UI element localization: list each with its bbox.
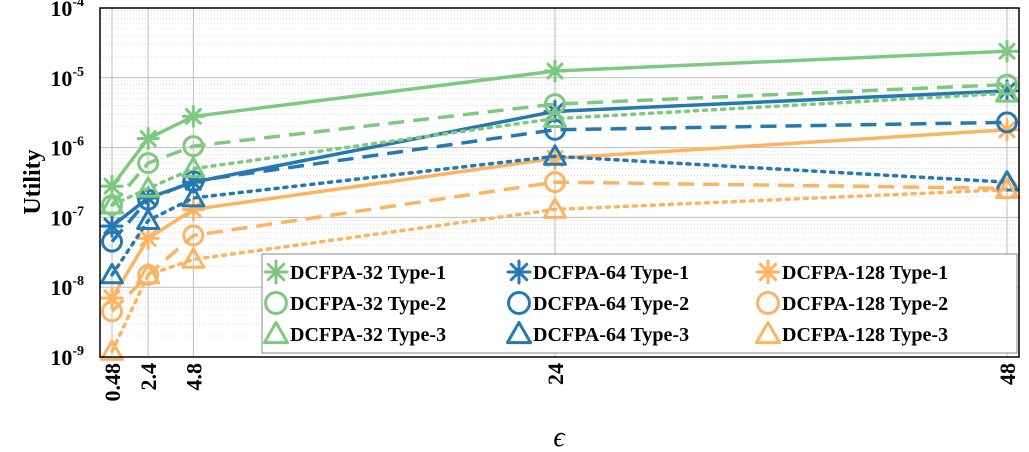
data-point [543,59,567,83]
data-point [137,152,160,175]
data-point [996,111,1018,134]
legend-entry: DCFPA-128 Type-1 [755,259,948,285]
legend-entry: DCFPA-64 Type-3 [505,320,689,346]
data-point [136,127,160,151]
data-point [136,226,160,250]
series-layer [100,39,1019,361]
data-point [181,156,206,178]
y-tick-label: 10-6 [50,135,84,161]
series-dcfpa-32-type-1 [100,39,1019,198]
legend-label: DCFPA-128 Type-1 [782,262,948,284]
legend-label: DCFPA-32 Type-1 [290,262,446,284]
data-point [182,224,205,247]
data-point [543,118,566,141]
legend-entry: DCFPA-32 Type-3 [262,320,446,346]
data-point [136,262,161,285]
data-point [136,176,161,198]
y-tick-label: 10-9 [50,344,84,370]
y-tick-label: 10-4 [50,0,84,21]
x-tick-labels: 0.48 2.4 4.8 24 48 [100,363,1020,402]
series-line [110,120,1008,243]
data-point [543,171,566,194]
legend-label: DCFPA-32 Type-2 [290,293,446,315]
x-axis-label: ϵ [553,422,566,452]
data-point [995,81,1019,103]
series-dcfpa-128-type-3 [100,177,1019,361]
series-dcfpa-32-type-3 [100,81,1019,215]
legend-label: DCFPA-64 Type-2 [533,293,689,315]
x-tick-label: 24 [543,363,568,385]
series-line [110,91,1009,207]
legend-label: DCFPA-128 Type-3 [782,324,948,346]
data-point [100,262,124,285]
data-point [182,135,205,158]
series-line [110,180,1008,313]
x-tick-label: 48 [995,363,1020,385]
x-tick-label: 2.4 [136,363,161,391]
series-dcfpa-64-type-3 [100,144,1019,285]
data-point [136,208,161,230]
data-point [542,106,567,129]
y-tick-label: 10-5 [50,65,84,91]
data-point [181,247,206,269]
data-point [101,300,123,323]
series-line [110,187,1009,354]
x-tick-label: 4.8 [181,363,206,391]
data-point [101,230,123,253]
data-point [100,193,124,215]
legend-entry: DCFPA-64 Type-2 [507,291,689,315]
data-point [542,144,567,166]
data-point [181,185,206,208]
legend-label: DCFPA-64 Type-1 [533,262,689,284]
legend-label: DCFPA-128 Type-2 [782,293,948,315]
data-point [542,197,567,219]
plot-frame [99,7,1020,358]
legend-entry: DCFPA-128 Type-3 [754,320,948,346]
legend-entry: DCFPA-64 Type-1 [506,259,689,285]
series-dcfpa-64-type-2 [101,111,1018,253]
legend-label: DCFPA-64 Type-3 [533,324,689,346]
data-point [995,170,1019,192]
legend-entry: DCFPA-128 Type-2 [756,291,948,315]
data-point [100,174,124,198]
legend-entry: DCFPA-32 Type-1 [263,259,446,285]
y-tick-labels: 10-9 10-8 10-7 10-6 10-5 10-4 [50,0,84,370]
data-point [182,170,205,193]
legend-box [261,253,1018,354]
legend: DCFPA-32 Type-1 DCFPA-64 Type-1 DCFPA-128 … [261,253,1018,354]
series-line [110,154,1009,277]
x-tick-label: 0.48 [100,363,125,402]
legend-label: DCFPA-32 Type-3 [290,324,446,346]
data-point [995,177,1019,199]
legend-entry: DCFPA-32 Type-2 [264,291,446,315]
data-point [181,104,205,128]
series-line [110,82,1008,207]
y-axis-label: Utility [20,149,46,214]
y-tick-label: 10-8 [50,274,84,300]
data-point [996,73,1018,96]
data-point [543,93,566,116]
y-tick-label: 10-7 [50,204,84,230]
data-point [100,339,124,361]
data-point [995,39,1019,63]
